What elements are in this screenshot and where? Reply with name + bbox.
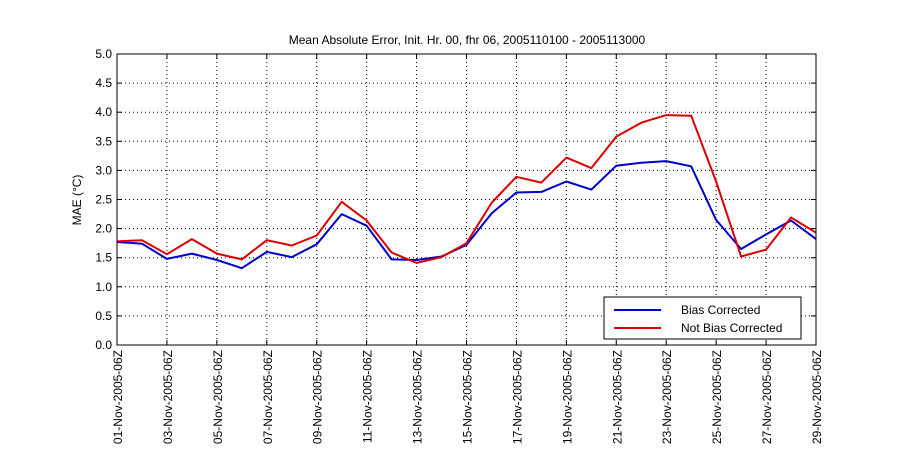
legend-box — [603, 296, 802, 340]
series-line-not-bias-corrected — [116, 114, 817, 264]
x-tick-label: 29-Nov-2005-06Z — [810, 350, 824, 444]
legend: Bias Corrected Not Bias Corrected — [603, 296, 802, 340]
y-tick-label: 5.0 — [95, 47, 112, 61]
x-tick-label: 01-Nov-2005-06Z — [111, 350, 125, 444]
x-tick-label: 15-Nov-2005-06Z — [461, 350, 475, 444]
y-tick-label: 1.5 — [95, 251, 112, 265]
axis-ticks: 0.0 0.5 1.0 1.5 2.0 2.5 3.0 3.5 4.0 4.5 5.0 01-Nov-… — [95, 47, 824, 444]
x-tick-label: 21-Nov-2005-06Z — [610, 350, 624, 444]
x-tick-label: 27-Nov-2005-06Z — [760, 350, 774, 444]
legend-label-bias-corrected: Bias Corrected — [681, 303, 760, 317]
y-tick-label: 2.0 — [95, 222, 112, 236]
y-tick-label: 0.5 — [95, 309, 112, 323]
x-tick-label: 17-Nov-2005-06Z — [510, 350, 524, 444]
x-tick-label: 07-Nov-2005-06Z — [261, 350, 275, 444]
y-tick-label: 1.0 — [95, 280, 112, 294]
x-tick-label: 19-Nov-2005-06Z — [560, 350, 574, 444]
series-line-bias-corrected — [116, 160, 817, 270]
y-tick-label: 4.5 — [95, 76, 112, 90]
y-tick-label: 3.0 — [95, 163, 112, 177]
x-tick-label: 25-Nov-2005-06Z — [710, 350, 724, 444]
x-tick-label: 23-Nov-2005-06Z — [660, 350, 674, 444]
x-tick-label: 13-Nov-2005-06Z — [411, 350, 425, 444]
series-group — [116, 114, 817, 270]
y-tick-label: 2.5 — [95, 193, 112, 207]
y-tick-label: 4.0 — [95, 105, 112, 119]
x-tick-label: 09-Nov-2005-06Z — [311, 350, 325, 444]
y-axis-label: MAE (°C) — [70, 175, 84, 226]
chart-title: Mean Absolute Error, Init. Hr. 00, fhr 0… — [289, 33, 646, 47]
x-tick-label: 03-Nov-2005-06Z — [161, 350, 175, 444]
legend-label-not-bias-corrected: Not Bias Corrected — [681, 321, 782, 335]
x-tick-label: 05-Nov-2005-06Z — [211, 350, 225, 444]
y-tick-label: 0.0 — [95, 338, 112, 352]
x-tick-label: 11-Nov-2005-06Z — [361, 350, 375, 443]
y-tick-label: 3.5 — [95, 134, 112, 148]
